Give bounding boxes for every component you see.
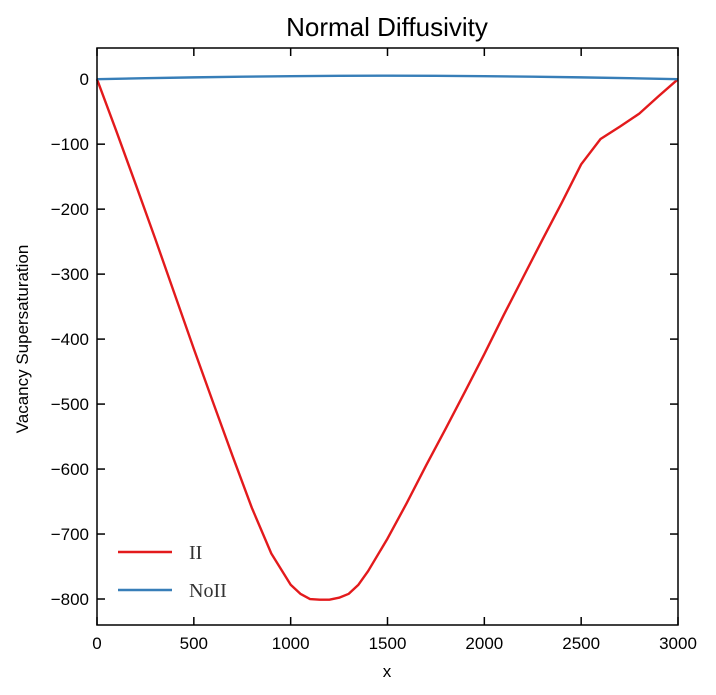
y-tick-label: 0: [80, 70, 89, 89]
x-tick-label: 0: [92, 634, 101, 653]
axis-ticks: 0 500 1000 1500 2000 2500 3000 0 −100 −200 −300 −40…: [51, 48, 697, 653]
x-tick-label: 1000: [272, 634, 310, 653]
x-tick-label: 2500: [562, 634, 600, 653]
y-tick-label: −100: [51, 135, 89, 154]
x-tick-label: 3000: [659, 634, 697, 653]
y-tick-label: −500: [51, 395, 89, 414]
y-tick-label: −700: [51, 525, 89, 544]
y-tick-label: −600: [51, 460, 89, 479]
x-tick-label: 1500: [369, 634, 407, 653]
y-tick-label: −800: [51, 590, 89, 609]
plot-frame: [96, 47, 679, 626]
x-tick-label: 500: [180, 634, 208, 653]
y-tick-label: −300: [51, 265, 89, 284]
legend-label-ii: II: [189, 542, 202, 564]
series-line-ii: [95, 78, 679, 601]
y-tick-label: −200: [51, 200, 89, 219]
x-axis-label: x: [383, 662, 392, 681]
legend: II NoII: [118, 542, 227, 602]
legend-label-noii: NoII: [189, 580, 227, 602]
chart-title: Normal Diffusivity: [286, 12, 488, 42]
x-tick-label: 2000: [465, 634, 503, 653]
y-axis-label: Vacancy Supersaturation: [13, 245, 32, 434]
y-tick-label: −400: [51, 330, 89, 349]
series-line-noii: [96, 74, 679, 81]
series-layer: [95, 74, 679, 601]
